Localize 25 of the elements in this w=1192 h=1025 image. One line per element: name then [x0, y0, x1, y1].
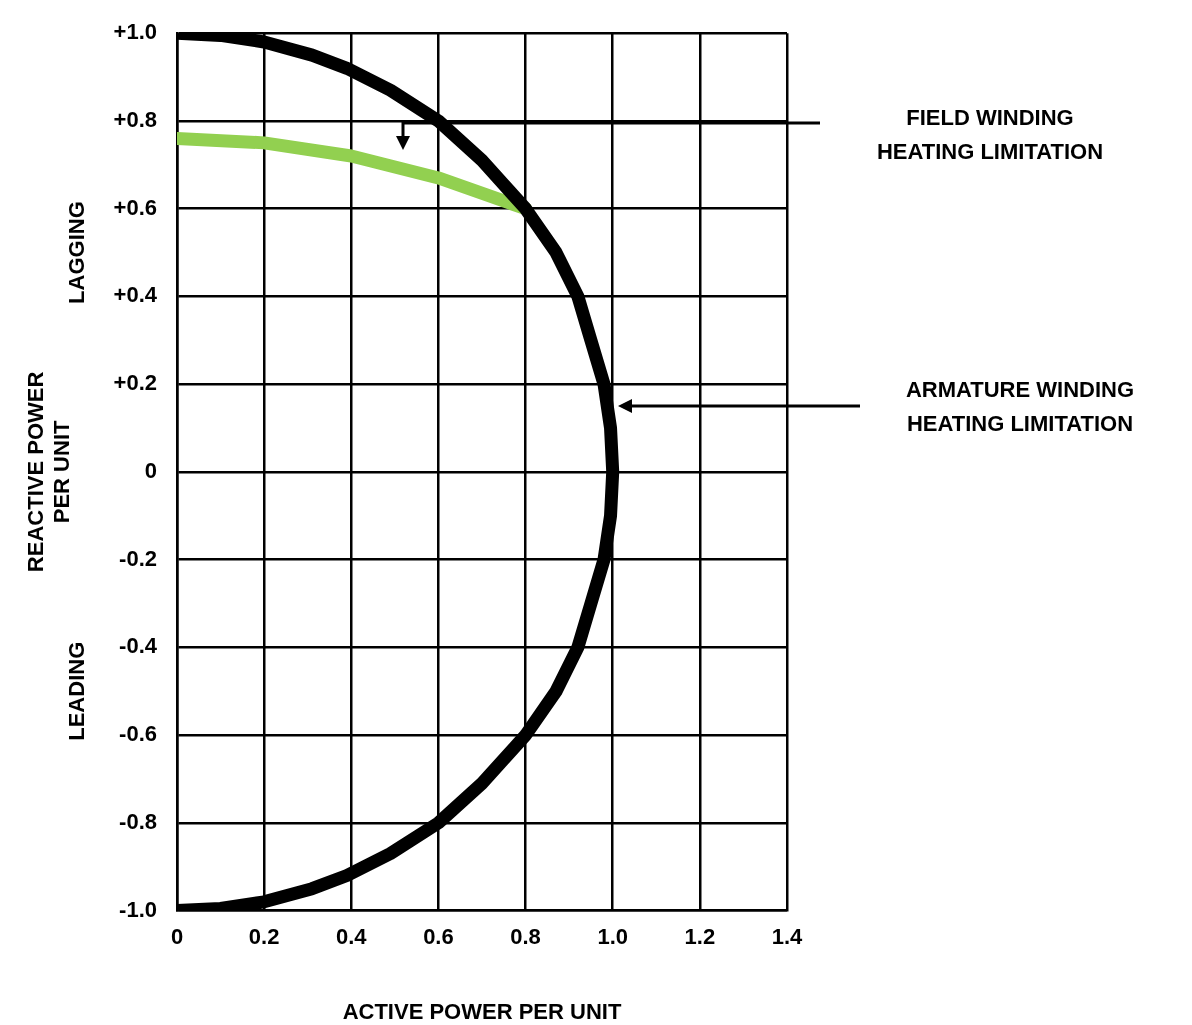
y-tick-label: -1.0	[119, 896, 157, 922]
x-tick-label: 1.4	[771, 923, 804, 949]
y-tick-label: +1.0	[113, 19, 157, 45]
x-tick-label: 1.2	[684, 923, 716, 949]
y-tick-label: -0.2	[119, 545, 157, 571]
text: LAGGING	[64, 201, 90, 304]
text: ARMATURE WINDING HEATING LIMITATION	[905, 377, 1135, 437]
y-tick-label: +0.4	[113, 282, 158, 308]
y-tick-label: +0.2	[113, 370, 157, 396]
x-tick-label: 0.6	[423, 923, 454, 949]
x-tick-label: 0	[170, 923, 184, 949]
x-tick-label: 1.0	[597, 923, 629, 949]
y-tick-label: -0.6	[119, 721, 157, 747]
x-tick-label: 0.4	[335, 923, 368, 949]
x-tick-label: 0.8	[510, 923, 541, 949]
text: FIELD WINDING HEATING LIMITATION	[876, 105, 1104, 165]
x-axis-title: ACTIVE POWER PER UNIT	[342, 999, 622, 1025]
y-tick-label: -0.8	[119, 808, 157, 834]
y-tick-label: +0.8	[113, 107, 157, 132]
y-axis-title: REACTIVE POWER PER UNIT	[23, 371, 75, 573]
text: LEADING	[64, 641, 90, 741]
y-tick-label: -0.4	[119, 633, 158, 659]
y-tick-label: +0.6	[113, 194, 157, 220]
y-tick-label: 0	[144, 457, 157, 483]
x-tick-label: 0.2	[248, 923, 280, 949]
